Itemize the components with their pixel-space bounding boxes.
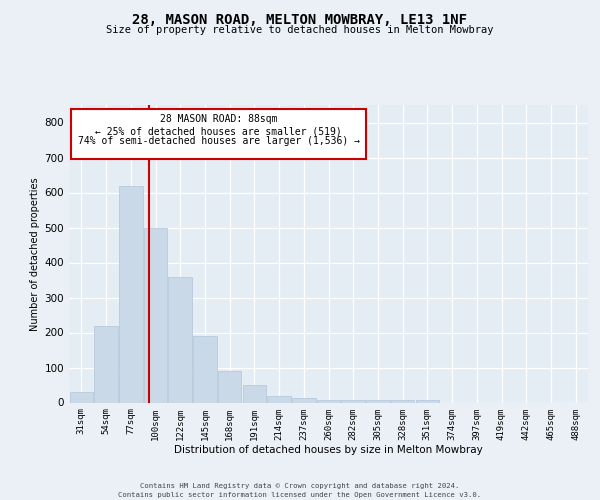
Bar [242,385,266,402]
Bar [94,326,118,402]
Y-axis label: Number of detached properties: Number of detached properties [31,177,40,330]
Bar [292,398,316,402]
Text: ← 25% of detached houses are smaller (519): ← 25% of detached houses are smaller (51… [95,126,342,136]
Bar [391,400,415,402]
Bar [341,400,365,402]
Bar [416,400,439,402]
Text: Size of property relative to detached houses in Melton Mowbray: Size of property relative to detached ho… [106,25,494,35]
Bar [218,371,241,402]
Bar [366,400,389,402]
Text: 28, MASON ROAD, MELTON MOWBRAY, LE13 1NF: 28, MASON ROAD, MELTON MOWBRAY, LE13 1NF [133,12,467,26]
Bar [317,400,340,402]
Bar [144,228,167,402]
Text: Contains HM Land Registry data © Crown copyright and database right 2024.
Contai: Contains HM Land Registry data © Crown c… [118,483,482,498]
Text: 28 MASON ROAD: 88sqm: 28 MASON ROAD: 88sqm [160,114,277,124]
FancyBboxPatch shape [71,108,365,159]
Bar [70,392,93,402]
Bar [169,276,192,402]
Bar [193,336,217,402]
Text: 74% of semi-detached houses are larger (1,536) →: 74% of semi-detached houses are larger (… [77,136,359,146]
Bar [119,186,143,402]
X-axis label: Distribution of detached houses by size in Melton Mowbray: Distribution of detached houses by size … [174,445,483,455]
Bar [268,396,291,402]
